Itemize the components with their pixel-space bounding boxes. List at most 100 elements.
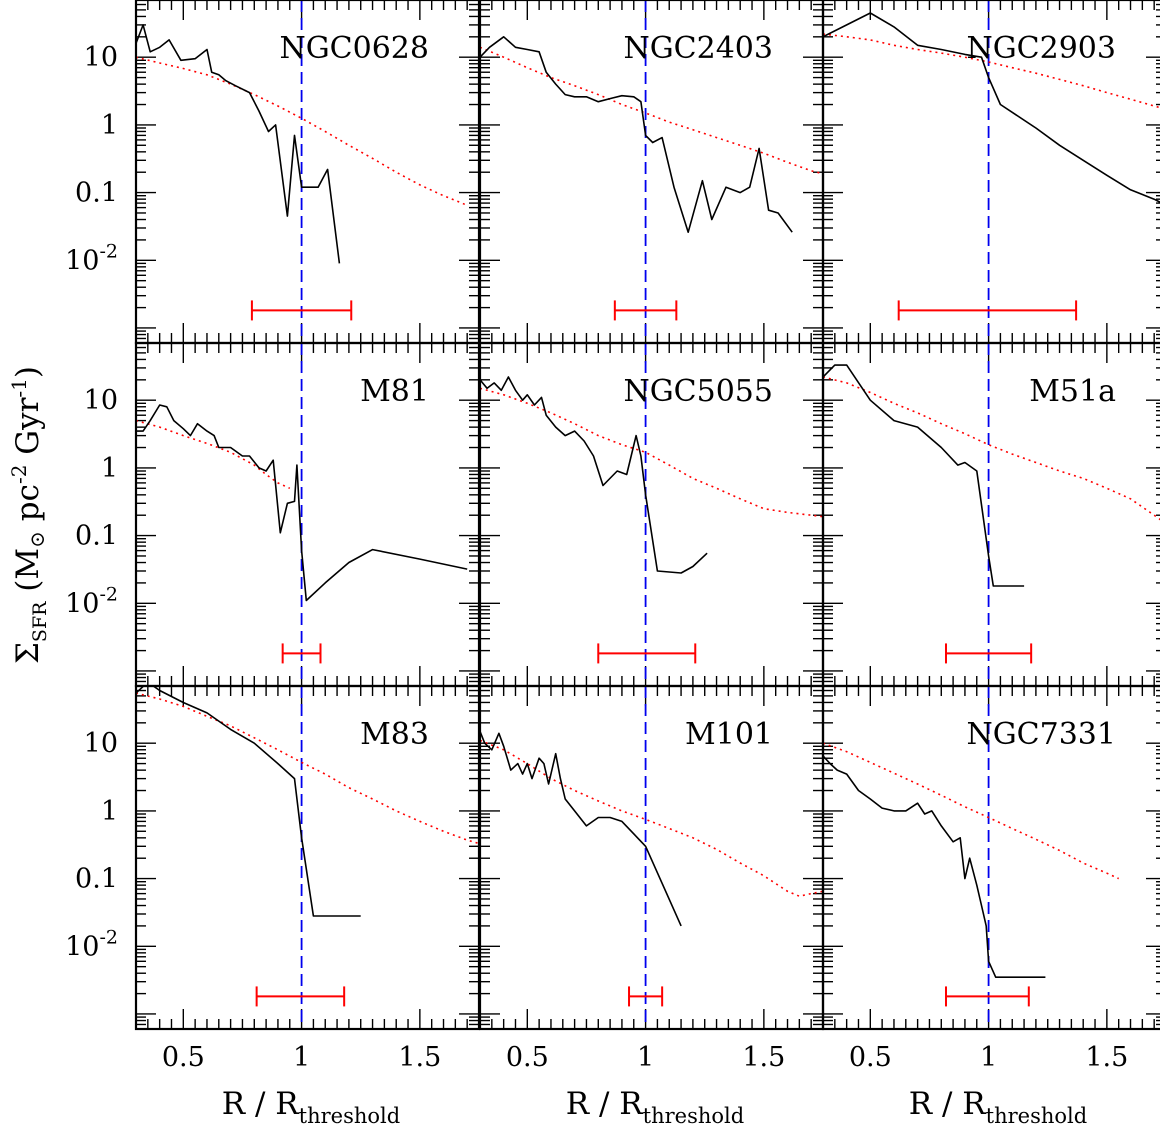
model-profile-line [823,33,1160,109]
x-tick-label: 1 [293,1042,310,1073]
panel-ngc2903: NGC2903 [821,0,1160,345]
error-bar [281,643,322,664]
sfr-profile-line [136,404,468,602]
x-tick-label: 1.5 [1085,1042,1128,1073]
y-tick-label-exponent: -2 [99,926,118,948]
y-label-exp2: -1 [7,378,31,397]
galaxy-label: NGC2403 [623,31,773,66]
sfr-profile-line [136,686,361,917]
panel-ticks [135,342,480,687]
error-bar [597,643,697,664]
x-tick-label: 1 [980,1042,997,1073]
panel-plot-area [823,686,1120,1029]
y-tick-label: 10 [84,385,118,416]
panel-plot-area [480,343,823,686]
y-tick-label: 10-2 [65,240,118,276]
sfr-profile-line [823,12,1160,204]
panel-ngc2403: NGC2403 [478,0,825,345]
y-tick-label: 10 [84,42,118,73]
sfr-profile-line [480,731,682,927]
panel-plot-area [480,0,823,343]
y-label-exp1: -2 [7,465,31,484]
x-tick-label: 1.5 [742,1042,785,1073]
panel-ticks [479,0,824,344]
panel-plot-area [136,343,468,686]
panel-m81: M81 10 1 0.1 10-2 [65,341,481,688]
galaxy-label: M51a [1029,374,1116,409]
x-axis-label: R / Rthreshold [566,1086,744,1128]
panel-ticks [135,0,480,344]
x-axis-label-sub: threshold [299,1104,401,1128]
panel-ticks [822,342,1160,687]
panel-plot-area [823,0,1160,343]
y-tick-label: 0.1 [75,521,118,552]
y-axis-label-text: ΣSFR (M⊙ pc-2 Gyr-1) [7,366,51,664]
x-axis-label-sub: threshold [986,1104,1088,1128]
panel-ticks [822,0,1160,344]
x-tick-label: 0.5 [162,1042,205,1073]
galaxy-label: NGC2903 [966,31,1116,66]
galaxy-label: NGC7331 [966,717,1116,752]
x-tick-label: 1 [637,1042,654,1073]
sfr-profile-line [823,755,1046,979]
y-tick-label: 1 [101,110,118,141]
panel-ngc5055: NGC5055 [478,341,825,688]
panel-m51a: M51a [821,341,1160,688]
x-tick-label: 1.5 [398,1042,441,1073]
panel-ngc7331: NGC7331 0.5 1 1.5 [821,684,1160,1073]
panel-plot-area [136,0,468,343]
model-profile-line [823,376,1160,521]
x-axis-labels: R / Rthreshold R / Rthreshold R / Rthresho… [222,1086,1087,1128]
error-bar [613,300,678,321]
x-axis-label: R / Rthreshold [909,1086,1087,1128]
y-label-close: ) [10,366,46,378]
error-bar [897,300,1078,321]
y-tick-label-exponent: -2 [99,240,118,262]
y-label-gyr: Gyr [10,397,46,464]
x-axis-label-sub: threshold [643,1104,745,1128]
panel-plot-area [136,686,479,1029]
galaxy-label: M81 [360,374,429,409]
panel-m83: M83 10 1 0.1 10-2 0.5 1 1.5 [65,684,481,1073]
model-profile-line [480,46,823,175]
galaxy-label: M101 [685,717,773,752]
y-axis-label: ΣSFR (M⊙ pc-2 Gyr-1) [7,366,51,664]
panel-ticks [135,685,480,1030]
error-bar [628,986,664,1007]
error-bar [945,986,1030,1007]
model-profile-line [480,739,823,898]
y-tick-label: 10-2 [65,926,118,962]
y-label-sigma-sub: SFR [29,601,51,642]
sfr-profile-line [480,376,708,574]
x-axis-label: R / Rthreshold [222,1086,400,1128]
galaxy-label: M83 [360,717,429,752]
error-bar [255,986,346,1007]
sfr-profile-line [136,24,341,264]
model-profile-line [136,692,479,845]
y-label-sun: ⊙ [25,531,49,548]
panel-ngc0628: NGC0628 10 1 0.1 10-2 [65,0,481,345]
galaxy-label: NGC0628 [279,31,429,66]
model-profile-line [823,742,1120,880]
y-tick-label: 0.1 [75,178,118,209]
error-bar [250,300,353,321]
galaxy-label: NGC5055 [623,374,773,409]
panel-plot-area [823,343,1160,686]
panel-frame [821,684,1160,1031]
y-tick-label: 10-2 [65,583,118,619]
y-label-open: (M [10,548,46,602]
sfr-profile-line [480,35,793,233]
sfr-profile-line [823,364,1025,587]
panel-m101: M101 0.5 1 1.5 [478,684,825,1073]
x-tick-label: 0.5 [506,1042,549,1073]
y-tick-label: 1 [101,453,118,484]
panel-ticks [479,342,824,687]
y-tick-label: 10 [84,728,118,759]
y-tick-label: 1 [101,796,118,827]
y-tick-label-exponent: -2 [99,583,118,605]
y-label-sigma: Σ [10,642,46,664]
x-tick-label: 0.5 [849,1042,892,1073]
panel-plot-area [480,686,823,1029]
